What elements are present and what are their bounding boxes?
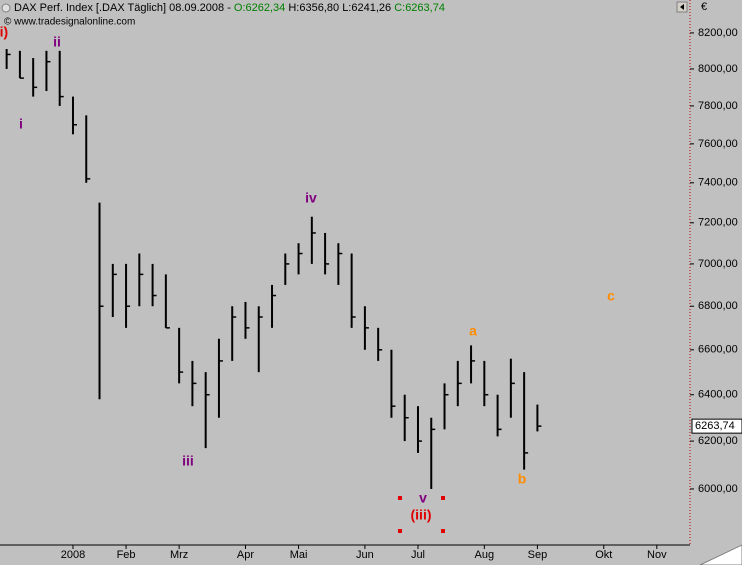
last-value-label: 6263,74 bbox=[695, 420, 735, 432]
wave-label: ii bbox=[53, 34, 61, 50]
selection-handle bbox=[398, 496, 402, 500]
quote-value: C:6263,74 bbox=[394, 2, 445, 14]
y-tick-label: 8200,00 bbox=[698, 27, 738, 39]
x-tick-label: Feb bbox=[117, 549, 136, 561]
y-tick-label: 8000,00 bbox=[698, 63, 738, 75]
quote-value: H:6356,80 bbox=[288, 2, 339, 14]
selection-handle bbox=[398, 529, 402, 533]
x-tick-label: Mai bbox=[290, 549, 308, 561]
wave-label: c bbox=[607, 288, 615, 304]
wave-label: a bbox=[469, 323, 477, 339]
y-tick-label: 7400,00 bbox=[698, 177, 738, 189]
y-tick-label: 6200,00 bbox=[698, 435, 738, 447]
last-value-box bbox=[691, 418, 742, 434]
x-tick-label: Okt bbox=[595, 549, 612, 561]
wave-label: iv bbox=[305, 190, 317, 206]
watermark: © www.tradesignalonline.com bbox=[4, 17, 135, 28]
y-tick-label: 6600,00 bbox=[698, 344, 738, 356]
title-text: DAX Perf. Index [.DAX Täglich] 08.09.200… bbox=[14, 2, 234, 14]
y-tick-label: 7200,00 bbox=[698, 217, 738, 229]
wave-label: (i) bbox=[0, 24, 8, 40]
y-tick-label: 7000,00 bbox=[698, 258, 738, 270]
resize-grip[interactable] bbox=[699, 544, 742, 565]
x-tick-label: Jun bbox=[356, 549, 374, 561]
y-tick-label: 6000,00 bbox=[698, 483, 738, 495]
y-unit: € bbox=[701, 1, 707, 13]
scroll-arrow bbox=[680, 4, 684, 10]
x-tick-label: Sep bbox=[528, 549, 548, 561]
y-tick-label: 6400,00 bbox=[698, 389, 738, 401]
x-tick-label: Apr bbox=[237, 549, 254, 561]
y-tick-label: 7600,00 bbox=[698, 138, 738, 150]
wave-label: iii bbox=[182, 453, 194, 469]
wave-label: v bbox=[419, 490, 427, 506]
x-tick-label: Jul bbox=[411, 549, 425, 561]
title-icon bbox=[1, 3, 11, 13]
selection-handle bbox=[441, 529, 445, 533]
x-tick-label: 2008 bbox=[61, 549, 85, 561]
chart-title: DAX Perf. Index [.DAX Täglich] 08.09.200… bbox=[14, 2, 445, 14]
y-tick-label: 6800,00 bbox=[698, 300, 738, 312]
quote-value: O:6262,34 bbox=[234, 2, 285, 14]
x-tick-label: Nov bbox=[647, 549, 667, 561]
x-tick-label: Mrz bbox=[170, 549, 188, 561]
x-tick-label: Aug bbox=[475, 549, 495, 561]
wave-label: (iii) bbox=[411, 507, 432, 523]
wave-label: i bbox=[19, 116, 23, 132]
wave-label: b bbox=[518, 471, 527, 487]
y-tick-label: 7800,00 bbox=[698, 100, 738, 112]
selection-handle bbox=[441, 496, 445, 500]
quote-value: L:6241,26 bbox=[342, 2, 391, 14]
